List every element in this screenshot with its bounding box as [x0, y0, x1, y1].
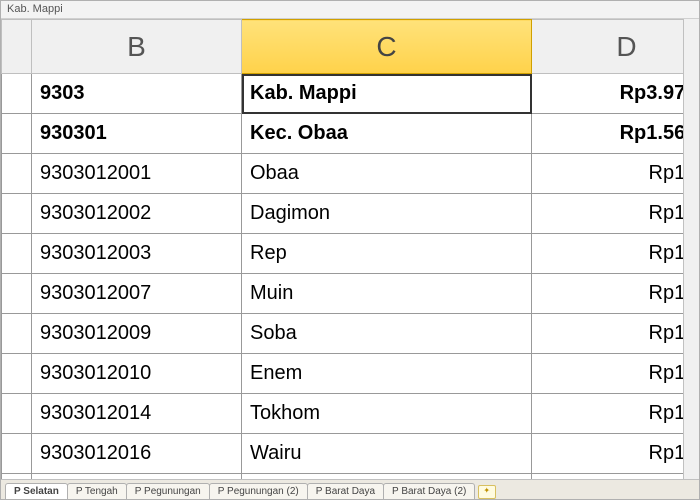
cell[interactable]: 9303012014: [32, 394, 242, 434]
cell[interactable]: Rp120.: [532, 314, 700, 354]
row-gutter[interactable]: [2, 74, 32, 114]
cell[interactable]: Rp3.974.1: [532, 74, 700, 114]
sheet-tab[interactable]: P Pegunungan (2): [209, 483, 308, 499]
column-header-d[interactable]: D: [532, 20, 700, 74]
cell[interactable]: Tokhom: [242, 394, 532, 434]
cell[interactable]: 9303012001: [32, 154, 242, 194]
new-sheet-button[interactable]: [478, 485, 496, 499]
sheet-tab[interactable]: P Barat Daya: [307, 483, 384, 499]
cell[interactable]: Rp120.: [532, 274, 700, 314]
table-row: 9303012001ObaaRp120.: [2, 154, 700, 194]
cell[interactable]: Rayam: [242, 474, 532, 480]
row-gutter[interactable]: [2, 114, 32, 154]
window-title: Kab. Mappi: [7, 3, 63, 15]
cell[interactable]: 9303012016: [32, 434, 242, 474]
cell[interactable]: 9303012009: [32, 314, 242, 354]
cell[interactable]: Rp120.: [532, 234, 700, 274]
cell[interactable]: Rp1.565.5: [532, 114, 700, 154]
row-gutter[interactable]: [2, 234, 32, 274]
cell[interactable]: Rp120.: [532, 394, 700, 434]
sheet-tab[interactable]: P Barat Daya (2): [383, 483, 475, 499]
column-header-b[interactable]: B: [32, 20, 242, 74]
table-row: 9303Kab. MappiRp3.974.1: [2, 74, 700, 114]
cell[interactable]: Wairu: [242, 434, 532, 474]
cell[interactable]: Rp120.: [532, 194, 700, 234]
cell[interactable]: Enem: [242, 354, 532, 394]
column-header-row: B C D: [2, 20, 700, 74]
table-row: 9303012014TokhomRp120.: [2, 394, 700, 434]
row-gutter[interactable]: [2, 314, 32, 354]
spreadsheet-window: Kab. Mappi B C D 9303Kab. MappiRp3.974.1…: [0, 0, 700, 500]
cell[interactable]: 9303012017: [32, 474, 242, 480]
sheet-area: B C D 9303Kab. MappiRp3.974.1930301Kec. …: [1, 19, 699, 479]
table-row: 9303012017RayamRp120.: [2, 474, 700, 480]
cell[interactable]: 9303012007: [32, 274, 242, 314]
table-row: 9303012003RepRp120.: [2, 234, 700, 274]
sheet-tab[interactable]: P Pegunungan: [126, 483, 210, 499]
cell[interactable]: Rp120.: [532, 154, 700, 194]
sheet-tab-strip: P SelatanP TengahP PegununganP Pegununga…: [1, 479, 699, 499]
row-gutter[interactable]: [2, 394, 32, 434]
cell[interactable]: Dagimon: [242, 194, 532, 234]
cell[interactable]: 9303012002: [32, 194, 242, 234]
cell[interactable]: Rp120.: [532, 434, 700, 474]
cell[interactable]: Soba: [242, 314, 532, 354]
row-gutter[interactable]: [2, 274, 32, 314]
active-cell[interactable]: Kab. Mappi: [242, 74, 532, 114]
cell[interactable]: Rep: [242, 234, 532, 274]
cell[interactable]: 930301: [32, 114, 242, 154]
cell[interactable]: Kec. Obaa: [242, 114, 532, 154]
cell[interactable]: 9303: [32, 74, 242, 114]
table-row: 9303012010EnemRp120.: [2, 354, 700, 394]
cell[interactable]: 9303012010: [32, 354, 242, 394]
row-gutter[interactable]: [2, 474, 32, 480]
cell[interactable]: Rp120.: [532, 354, 700, 394]
table-row: 9303012009SobaRp120.: [2, 314, 700, 354]
table-row: 9303012016WairuRp120.: [2, 434, 700, 474]
table-row: 9303012002DagimonRp120.: [2, 194, 700, 234]
cell[interactable]: Obaa: [242, 154, 532, 194]
cell[interactable]: Muin: [242, 274, 532, 314]
cell[interactable]: Rp120.: [532, 474, 700, 480]
table-row: 930301Kec. ObaaRp1.565.5: [2, 114, 700, 154]
sheet-tab[interactable]: P Selatan: [5, 483, 68, 499]
table-row: 9303012007MuinRp120.: [2, 274, 700, 314]
cell[interactable]: 9303012003: [32, 234, 242, 274]
row-gutter[interactable]: [2, 194, 32, 234]
select-all-corner[interactable]: [2, 20, 32, 74]
spreadsheet-grid[interactable]: B C D 9303Kab. MappiRp3.974.1930301Kec. …: [1, 19, 699, 479]
window-titlebar: Kab. Mappi: [1, 1, 699, 19]
row-gutter[interactable]: [2, 154, 32, 194]
sheet-tab[interactable]: P Tengah: [67, 483, 127, 499]
vertical-scrollbar[interactable]: [683, 19, 699, 479]
column-header-c[interactable]: C: [242, 20, 532, 74]
row-gutter[interactable]: [2, 354, 32, 394]
row-gutter[interactable]: [2, 434, 32, 474]
